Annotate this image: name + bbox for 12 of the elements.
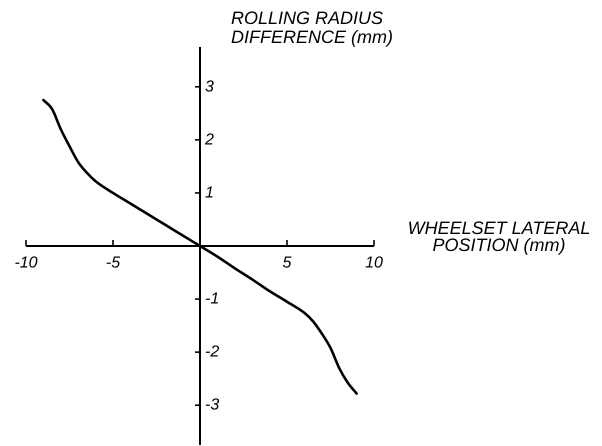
y-axis-title: ROLLING RADIUS DIFFERENCE (mm) [231,8,393,47]
x-tick-label: -5 [106,254,120,272]
x-tick-label: -10 [14,254,38,272]
y-tick-label: 1 [205,184,214,202]
y-tick-label: -3 [205,396,220,414]
x-tick-label: 5 [282,254,292,272]
y-tick-label: -1 [205,290,220,308]
y-tick-label: 2 [204,131,214,148]
y-tick-label: -2 [205,344,220,361]
x-tick-label: 10 [365,254,383,272]
y-tick-label: 3 [205,78,214,96]
x-axis-title: WHEELSET LATERAL POSITION (mm) [408,218,590,255]
